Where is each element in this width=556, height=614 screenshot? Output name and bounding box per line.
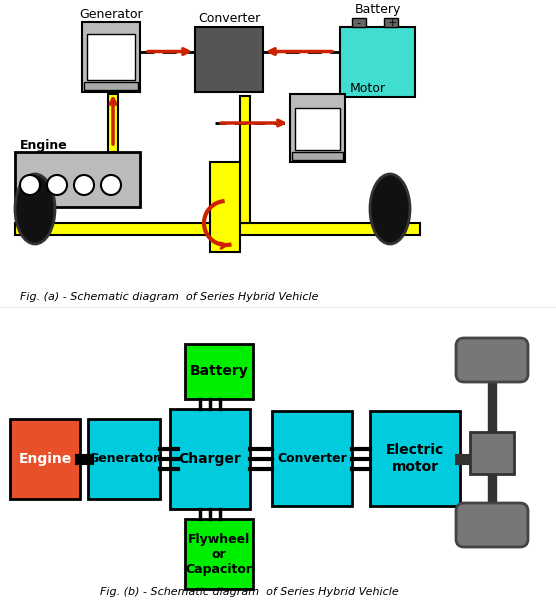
Text: Battery: Battery <box>354 2 401 15</box>
Bar <box>470 432 514 474</box>
Bar <box>108 94 118 152</box>
Text: Motor: Motor <box>350 82 386 96</box>
FancyBboxPatch shape <box>456 503 528 547</box>
Bar <box>210 162 240 252</box>
Bar <box>84 82 138 90</box>
Bar <box>195 27 263 92</box>
Bar <box>340 27 415 97</box>
Bar <box>15 152 140 207</box>
Bar <box>292 152 343 160</box>
Bar <box>87 34 135 80</box>
Bar <box>295 108 340 150</box>
Bar <box>82 22 140 92</box>
Text: Fig. (b) - Schematic diagram  of Series Hybrid Vehicle: Fig. (b) - Schematic diagram of Series H… <box>100 587 399 597</box>
Text: Charger: Charger <box>178 452 241 466</box>
Bar <box>370 411 460 506</box>
Text: Engine: Engine <box>20 139 68 152</box>
Text: Generator: Generator <box>79 7 143 20</box>
Text: +: + <box>388 18 396 28</box>
Text: Flywheel
or
Capacitor: Flywheel or Capacitor <box>186 532 252 575</box>
Circle shape <box>74 175 94 195</box>
Text: Converter: Converter <box>277 452 347 465</box>
Text: Generator: Generator <box>88 453 160 465</box>
Text: Engine: Engine <box>18 452 72 466</box>
Bar <box>10 419 80 499</box>
Bar <box>185 519 253 589</box>
Bar <box>88 419 160 499</box>
FancyBboxPatch shape <box>456 338 528 382</box>
Circle shape <box>47 175 67 195</box>
Bar <box>488 374 496 539</box>
Text: Fig. (a) - Schematic diagram  of Series Hybrid Vehicle: Fig. (a) - Schematic diagram of Series H… <box>20 292 319 302</box>
Text: -: - <box>356 18 360 28</box>
Bar <box>170 409 250 509</box>
Bar <box>352 18 366 27</box>
Bar <box>272 411 352 506</box>
Ellipse shape <box>15 174 55 244</box>
Circle shape <box>101 175 121 195</box>
Bar <box>290 94 345 162</box>
Bar <box>384 18 398 27</box>
Bar <box>240 96 250 223</box>
Text: Electric
motor: Electric motor <box>386 443 444 473</box>
Ellipse shape <box>370 174 410 244</box>
Text: Battery: Battery <box>190 365 249 378</box>
Circle shape <box>20 175 40 195</box>
Bar <box>15 223 420 235</box>
Text: Converter: Converter <box>198 12 260 26</box>
Bar <box>185 344 253 399</box>
